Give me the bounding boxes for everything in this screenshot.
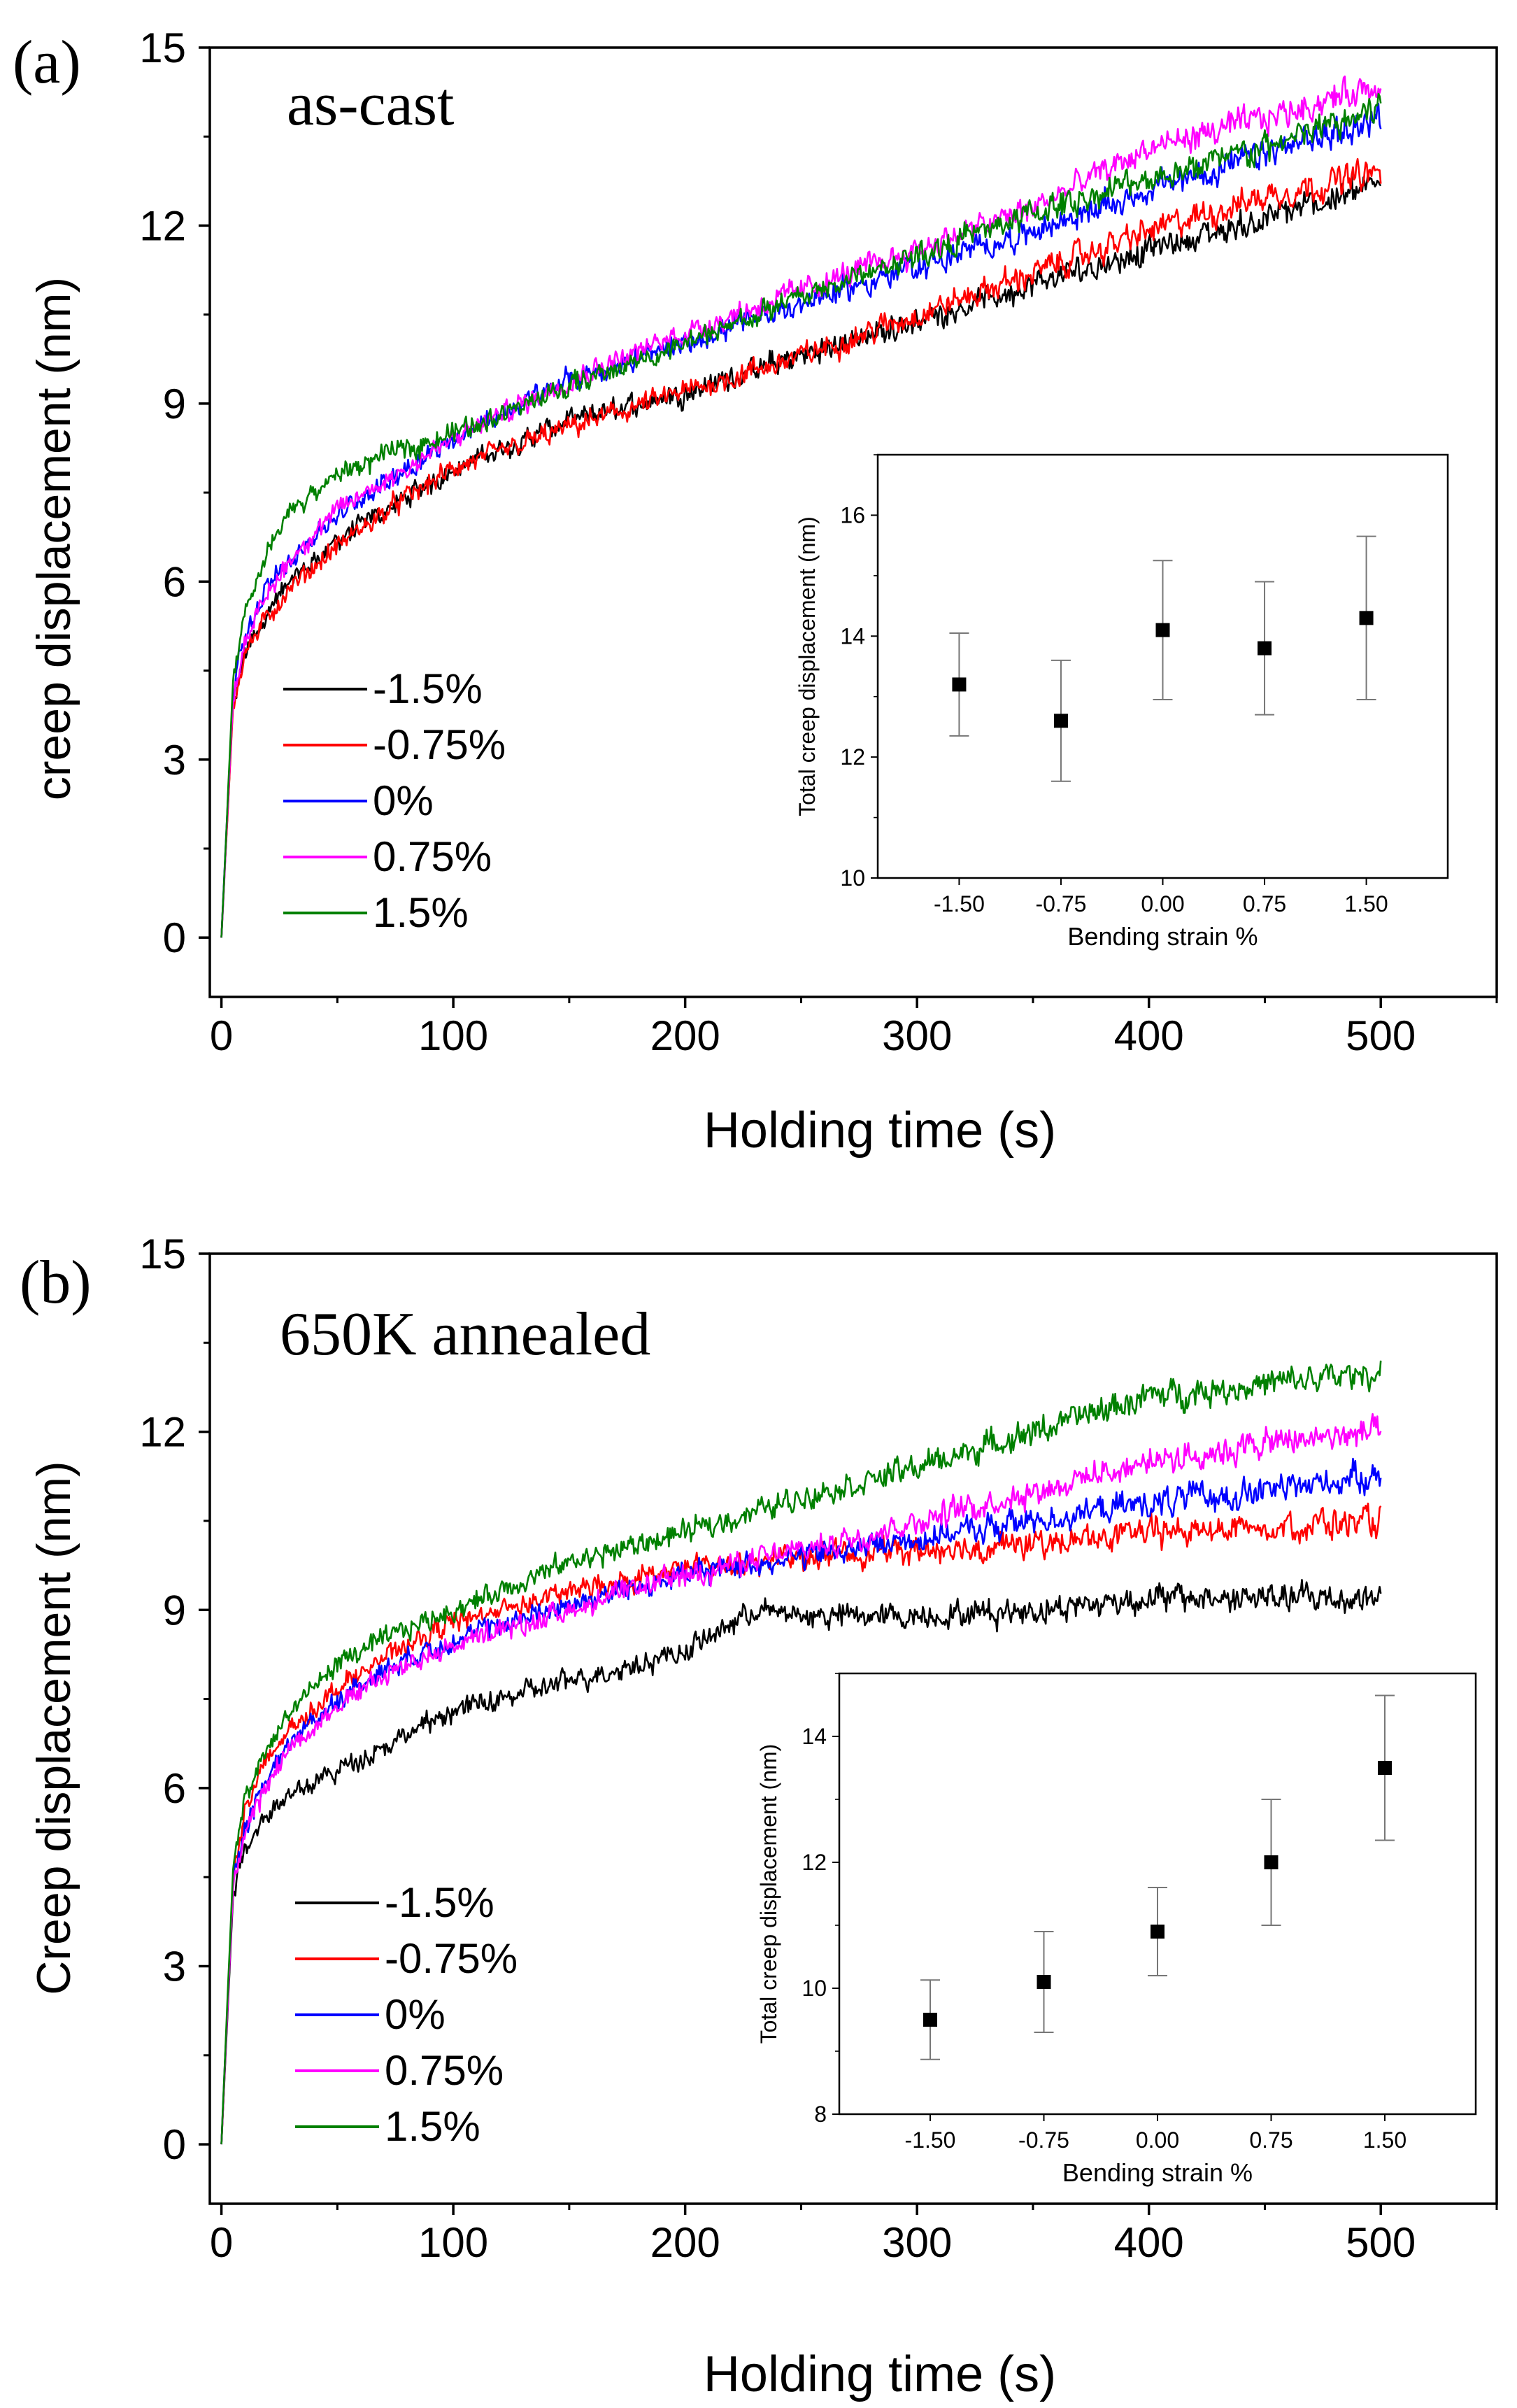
panel-a: (a) as-cast 0 100 200 300 400 500 0 3 6 9 12 15 -1.5… [13, 24, 1498, 1159]
panel-b-annotation: 650K annealed [280, 1301, 650, 1368]
y-tick-label: 9 [163, 381, 186, 427]
series-line-1 [220, 171, 1382, 938]
x-tick-label: 200 [650, 2219, 720, 2266]
x-tick-label: 100 [418, 2219, 488, 2266]
panel-a-annotation: as-cast [287, 71, 454, 139]
panel-b-y-axis-label: Creep displacement (nm) [27, 1461, 80, 1995]
inset-y-tick-label: 10 [802, 1976, 827, 2001]
x-tick-label: 300 [882, 1012, 952, 1059]
inset-y-tick-label: 14 [802, 1724, 827, 1749]
x-tick-label: 400 [1114, 2219, 1184, 2266]
series-line-4 [220, 1412, 1382, 2145]
panel-a-label: (a) [13, 29, 81, 97]
panel-a-y-axis-label: creep displacement (nm) [27, 277, 80, 800]
inset-point-5 [1378, 1761, 1392, 1775]
inset-x-tick-label: 0.00 [1141, 891, 1184, 916]
inset-y-tick-label: 8 [814, 2102, 827, 2127]
inset-point-2 [1053, 714, 1068, 728]
x-tick-label: 400 [1114, 1012, 1184, 1059]
y-tick-label: 6 [163, 558, 186, 605]
inset-y-tick-label: 16 [840, 502, 865, 527]
inset-x-tick-label: 0.75 [1243, 891, 1286, 916]
y-tick-label: 0 [163, 914, 186, 961]
inset-point-3 [1155, 623, 1170, 637]
y-tick-label: 3 [163, 737, 186, 784]
series-line-5 [220, 1360, 1382, 2145]
y-tick-label: 9 [163, 1587, 186, 1634]
inset-y-tick-label: 12 [840, 744, 865, 770]
x-tick-label: 0 [210, 1012, 233, 1059]
inset-x-tick-label: -1.50 [934, 891, 985, 916]
y-tick-label: 3 [163, 1943, 186, 1990]
inset-x-tick-label: 1.50 [1344, 891, 1388, 916]
y-tick-label: 12 [139, 202, 186, 249]
x-tick-label: 500 [1346, 2219, 1416, 2266]
inset-point-5 [1359, 611, 1374, 625]
y-tick-label: 12 [139, 1409, 186, 1456]
x-tick-label: 500 [1346, 1012, 1416, 1059]
panel-a-plot: 0 100 200 300 400 500 0 3 6 9 12 15 -1.5% -0.75% 0% 0.7… [139, 24, 1498, 1059]
legend-label-5: 1.5% [385, 2103, 480, 2150]
y-tick-label: 15 [139, 1231, 186, 1277]
x-tick-label: 100 [418, 1012, 488, 1059]
y-tick-label: 15 [139, 24, 186, 71]
inset-point-1 [923, 2013, 937, 2027]
x-tick-label: 200 [650, 1012, 720, 1059]
inset-y-axis-label: Total creep displacement (nm) [795, 516, 820, 816]
inset-x-axis-label: Bending strain % [1062, 2158, 1253, 2187]
legend-label-1: -1.5% [373, 665, 483, 712]
panel-b-x-axis-label: Holding time (s) [704, 2346, 1056, 2402]
inset-x-axis-label: Bending strain % [1067, 922, 1258, 951]
inset-x-tick-label: -0.75 [1018, 2127, 1069, 2153]
inset-x-tick-label: -1.50 [905, 2127, 956, 2153]
legend-label-2: -0.75% [385, 1935, 518, 1982]
plot-frame [208, 1252, 1498, 2205]
inset-point-1 [952, 677, 967, 692]
series-line-3 [220, 103, 1382, 938]
series-line-1 [220, 1579, 1382, 2145]
legend-label-4: 0.75% [373, 833, 492, 880]
inset-x-tick-label: 1.50 [1363, 2127, 1406, 2153]
legend-label-5: 1.5% [373, 889, 469, 936]
inset-x-tick-label: 0.00 [1136, 2127, 1179, 2153]
series-line-5 [220, 92, 1382, 938]
legend-label-1: -1.5% [385, 1879, 494, 1926]
y-tick-label: 0 [163, 2121, 186, 2168]
panel-b-label: (b) [20, 1249, 92, 1317]
panel-a-x-axis-label: Holding time (s) [704, 1103, 1056, 1159]
y-tick-label: 6 [163, 1765, 186, 1812]
panel-b-plot: 0 100 200 300 400 500 0 3 6 9 12 15 -1.5% -0.75% 0% 0.7… [139, 1231, 1498, 2266]
inset-point-4 [1258, 641, 1272, 656]
legend-label-3: 0% [385, 1991, 446, 2038]
inset-point-4 [1264, 1855, 1279, 1869]
inset-y-tick-label: 10 [840, 865, 865, 891]
inset-y-axis-label: Total creep displacement (nm) [756, 1744, 781, 2044]
series-line-4 [220, 76, 1382, 938]
inset-point-3 [1151, 1925, 1165, 1939]
inset-x-tick-label: 0.75 [1249, 2127, 1292, 2153]
x-tick-label: 300 [882, 2219, 952, 2266]
panel-b: (b) 650K annealed 0 100 200 300 400 500 0 3 6 9 12… [20, 1231, 1498, 2402]
inset-y-tick-label: 12 [802, 1850, 827, 1875]
legend-label-4: 0.75% [385, 2047, 504, 2094]
legend-label-3: 0% [373, 777, 434, 824]
x-tick-label: 0 [210, 2219, 233, 2266]
legend-label-2: -0.75% [373, 721, 506, 768]
inset-point-2 [1037, 1975, 1051, 1989]
plot-frame [208, 46, 1498, 998]
inset-y-tick-label: 14 [840, 623, 865, 649]
inset-x-tick-label: -0.75 [1035, 891, 1086, 916]
series-line-2 [220, 157, 1382, 938]
